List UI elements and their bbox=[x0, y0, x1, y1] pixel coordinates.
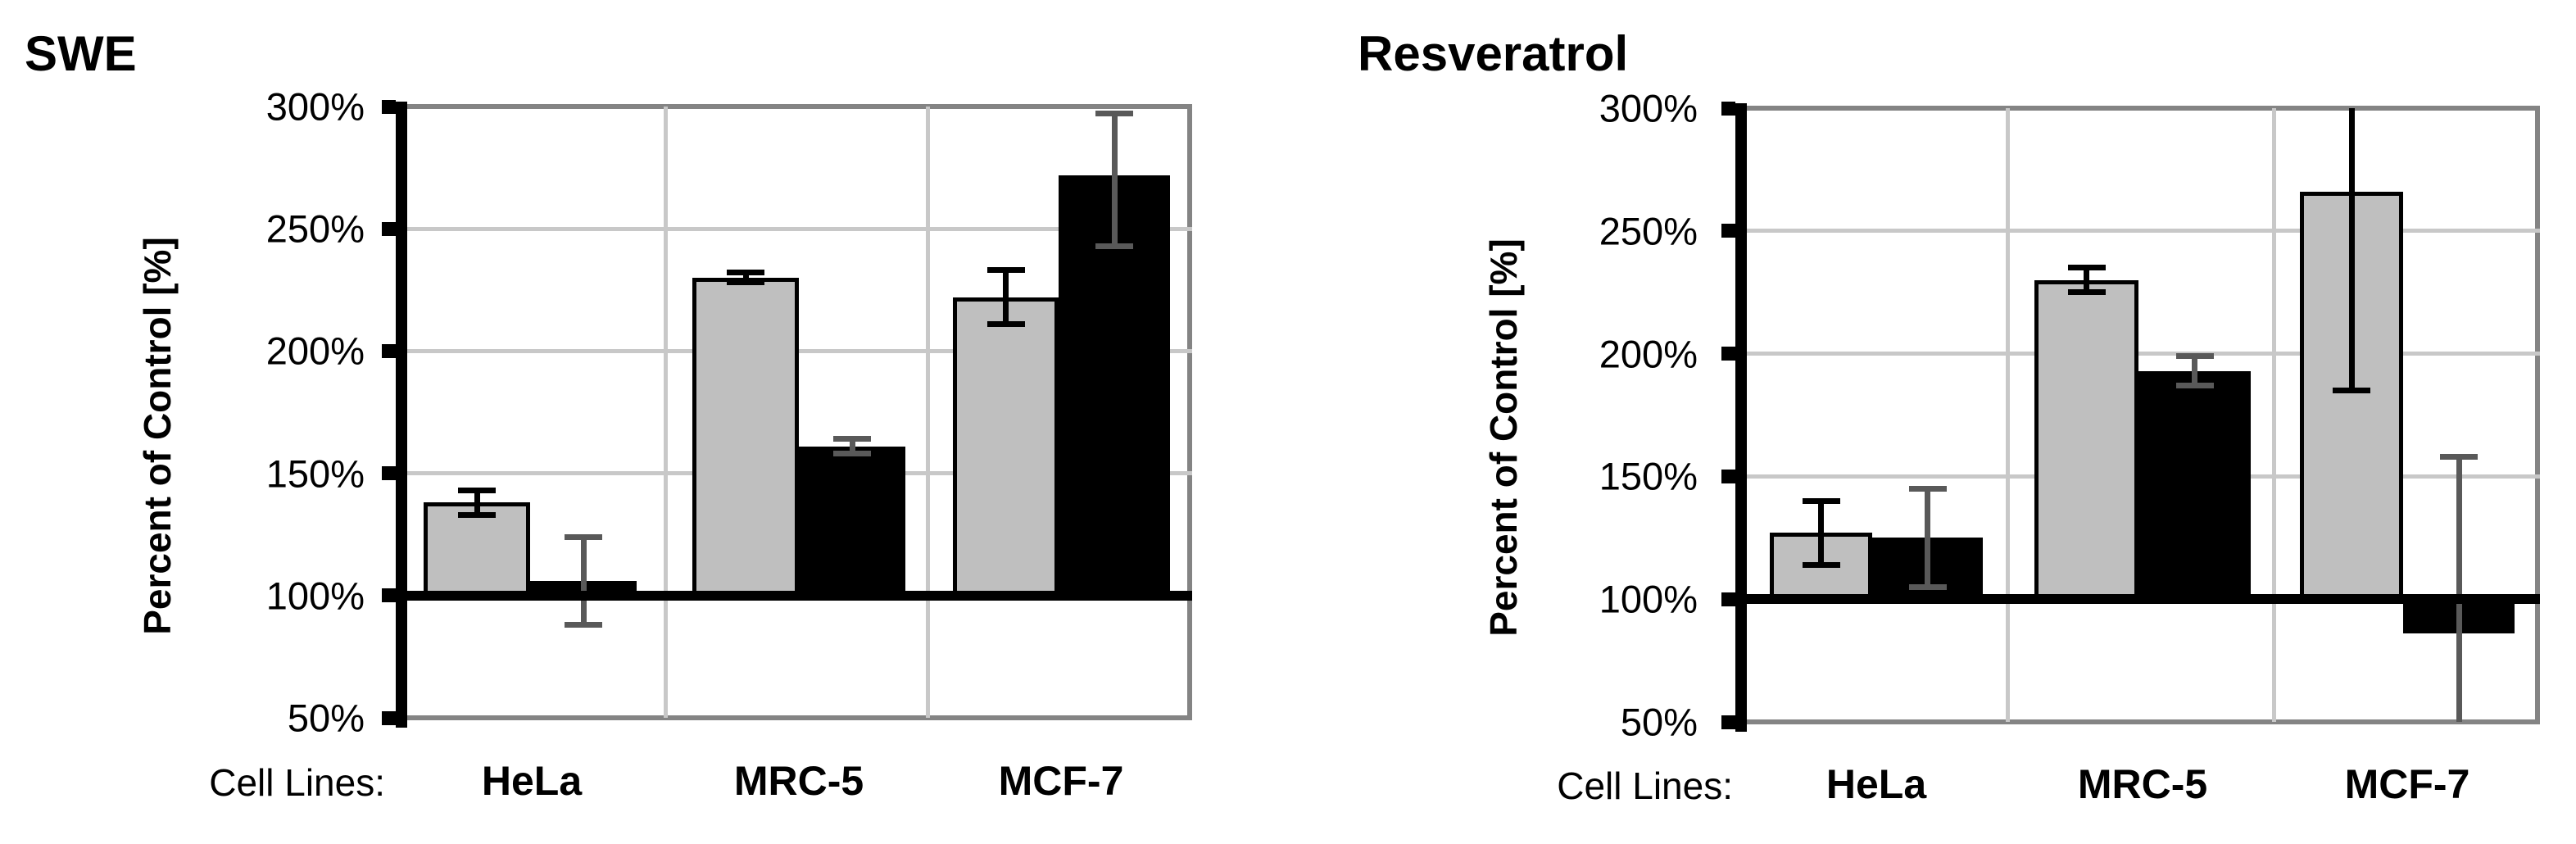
gridline-v-1 bbox=[2005, 108, 2010, 722]
gridline-h-200 bbox=[1747, 352, 2540, 356]
error-bar-resveratrol-mcf-7-gray bbox=[2348, 108, 2355, 391]
tick-label-swe-250: 250% bbox=[265, 206, 365, 251]
tick-label-swe-50: 50% bbox=[287, 696, 365, 740]
gridline-h-250 bbox=[407, 226, 1192, 231]
error-bar-swe-mrc-5-black-cap-top bbox=[833, 436, 871, 442]
error-bar-resveratrol-hela-black-cap-top bbox=[1908, 485, 1947, 492]
error-bar-resveratrol-mcf-7-gray-cap-bottom bbox=[2333, 388, 2370, 394]
tick-label-resveratrol-300: 300% bbox=[1599, 86, 1698, 130]
tick-label-swe-100: 100% bbox=[265, 574, 365, 618]
axis-tick-resveratrol-150 bbox=[1721, 469, 1735, 483]
y-axis-line-swe bbox=[396, 102, 407, 728]
y-axis-line-resveratrol bbox=[1735, 103, 1747, 732]
axis-tick-swe-150 bbox=[382, 466, 396, 481]
y-axis-label-swe: Percent of Control [%] bbox=[136, 237, 179, 635]
error-bar-swe-hela-black-cap-bottom bbox=[565, 622, 602, 628]
error-bar-resveratrol-mrc-5-black-cap-top bbox=[2175, 353, 2214, 360]
error-bar-resveratrol-mrc-5-black bbox=[2192, 356, 2197, 386]
error-bar-resveratrol-mrc-5-gray-cap-top bbox=[2067, 265, 2106, 271]
error-bar-swe-mcf-7-gray-cap-top bbox=[986, 267, 1025, 274]
tick-label-swe-200: 200% bbox=[265, 329, 365, 373]
error-bar-resveratrol-hela-gray bbox=[1818, 501, 1824, 565]
error-bar-swe-hela-black-cap-top bbox=[565, 533, 602, 540]
baseline-100-line-resveratrol bbox=[1747, 594, 2540, 605]
bar-swe-mrc-5-gray bbox=[692, 277, 799, 601]
error-bar-swe-mrc-5-gray-cap-top bbox=[727, 270, 764, 276]
error-bar-swe-mcf-7-black-cap-bottom bbox=[1095, 243, 1133, 249]
error-bar-resveratrol-hela-gray-cap-top bbox=[1802, 497, 1840, 504]
axis-tick-swe-200 bbox=[382, 343, 396, 358]
chart-title-swe: SWE bbox=[25, 26, 137, 81]
error-bar-swe-mrc-5-gray-cap-bottom bbox=[727, 279, 764, 286]
gridline-h-250 bbox=[1747, 229, 2540, 234]
tick-label-resveratrol-100: 100% bbox=[1599, 577, 1698, 621]
tick-label-resveratrol-200: 200% bbox=[1599, 332, 1698, 376]
gridline-h-200 bbox=[407, 348, 1192, 353]
axis-tick-swe-300 bbox=[382, 99, 396, 114]
y-axis-label-resveratrol: Percent of Control [%] bbox=[1482, 238, 1525, 637]
error-bar-resveratrol-mrc-5-black-cap-bottom bbox=[2175, 383, 2214, 389]
bar-swe-mcf-7-gray bbox=[953, 297, 1059, 601]
gridline-v-2 bbox=[2271, 108, 2276, 722]
bar-resveratrol-mrc-5-black bbox=[2138, 370, 2251, 605]
error-bar-resveratrol-mrc-5-gray bbox=[2084, 267, 2089, 293]
error-bar-swe-mrc-5-black bbox=[849, 438, 855, 454]
tick-label-resveratrol-150: 150% bbox=[1599, 454, 1698, 498]
error-bar-resveratrol-hela-black-cap-bottom bbox=[1908, 583, 1947, 590]
tick-label-swe-300: 300% bbox=[265, 84, 365, 129]
axis-tick-resveratrol-300 bbox=[1721, 101, 1735, 116]
category-label-swe-hela: HeLa bbox=[481, 758, 583, 804]
error-bar-swe-mrc-5-gray bbox=[742, 272, 749, 283]
axis-tick-resveratrol-200 bbox=[1721, 347, 1735, 361]
baseline-100-line-swe bbox=[407, 590, 1192, 601]
category-label-resveratrol-hela: HeLa bbox=[1825, 761, 1927, 807]
error-bar-swe-hela-gray-cap-top bbox=[458, 487, 496, 493]
error-bar-resveratrol-mcf-7-black bbox=[2456, 456, 2462, 722]
error-bar-swe-mcf-7-gray-cap-bottom bbox=[986, 321, 1025, 328]
category-label-resveratrol-mcf-7: MCF-7 bbox=[2344, 761, 2470, 807]
error-bar-swe-mcf-7-gray bbox=[1003, 270, 1009, 324]
axis-tick-resveratrol-50 bbox=[1721, 715, 1735, 729]
chart-title-resveratrol: Resveratrol bbox=[1358, 26, 1629, 81]
error-bar-swe-mcf-7-black-cap-top bbox=[1095, 111, 1133, 117]
error-bar-swe-hela-black bbox=[580, 537, 587, 625]
error-bar-swe-hela-gray-cap-bottom bbox=[458, 511, 496, 518]
x-axis-prefix-swe: Cell Lines: bbox=[209, 761, 385, 804]
error-bar-swe-mrc-5-black-cap-bottom bbox=[833, 451, 871, 457]
error-bar-resveratrol-hela-gray-cap-bottom bbox=[1802, 561, 1840, 568]
gridline-v-1 bbox=[663, 107, 668, 718]
axis-tick-swe-250 bbox=[382, 221, 396, 236]
gridline-v-2 bbox=[925, 107, 930, 718]
axis-tick-swe-50 bbox=[382, 710, 396, 725]
axis-tick-resveratrol-250 bbox=[1721, 224, 1735, 238]
error-bar-swe-mcf-7-black bbox=[1111, 113, 1118, 247]
bar-resveratrol-mrc-5-gray bbox=[2034, 279, 2138, 605]
tick-label-resveratrol-50: 50% bbox=[1620, 700, 1698, 744]
axis-tick-resveratrol-100 bbox=[1721, 592, 1735, 606]
category-label-swe-mcf-7: MCF-7 bbox=[998, 758, 1124, 804]
category-label-swe-mrc-5: MRC-5 bbox=[733, 758, 864, 804]
error-bar-resveratrol-hela-black bbox=[1925, 488, 1930, 588]
error-bar-swe-hela-gray bbox=[474, 490, 480, 515]
bar-swe-mrc-5-black bbox=[799, 446, 905, 601]
category-label-resveratrol-mrc-5: MRC-5 bbox=[2077, 761, 2208, 807]
axis-tick-swe-100 bbox=[382, 588, 396, 603]
error-bar-resveratrol-mrc-5-gray-cap-bottom bbox=[2067, 289, 2106, 296]
tick-label-resveratrol-250: 250% bbox=[1599, 209, 1698, 253]
error-bar-resveratrol-mcf-7-black-cap-top bbox=[2440, 453, 2478, 460]
x-axis-prefix-resveratrol: Cell Lines: bbox=[1557, 765, 1733, 807]
tick-label-swe-150: 150% bbox=[265, 451, 365, 496]
